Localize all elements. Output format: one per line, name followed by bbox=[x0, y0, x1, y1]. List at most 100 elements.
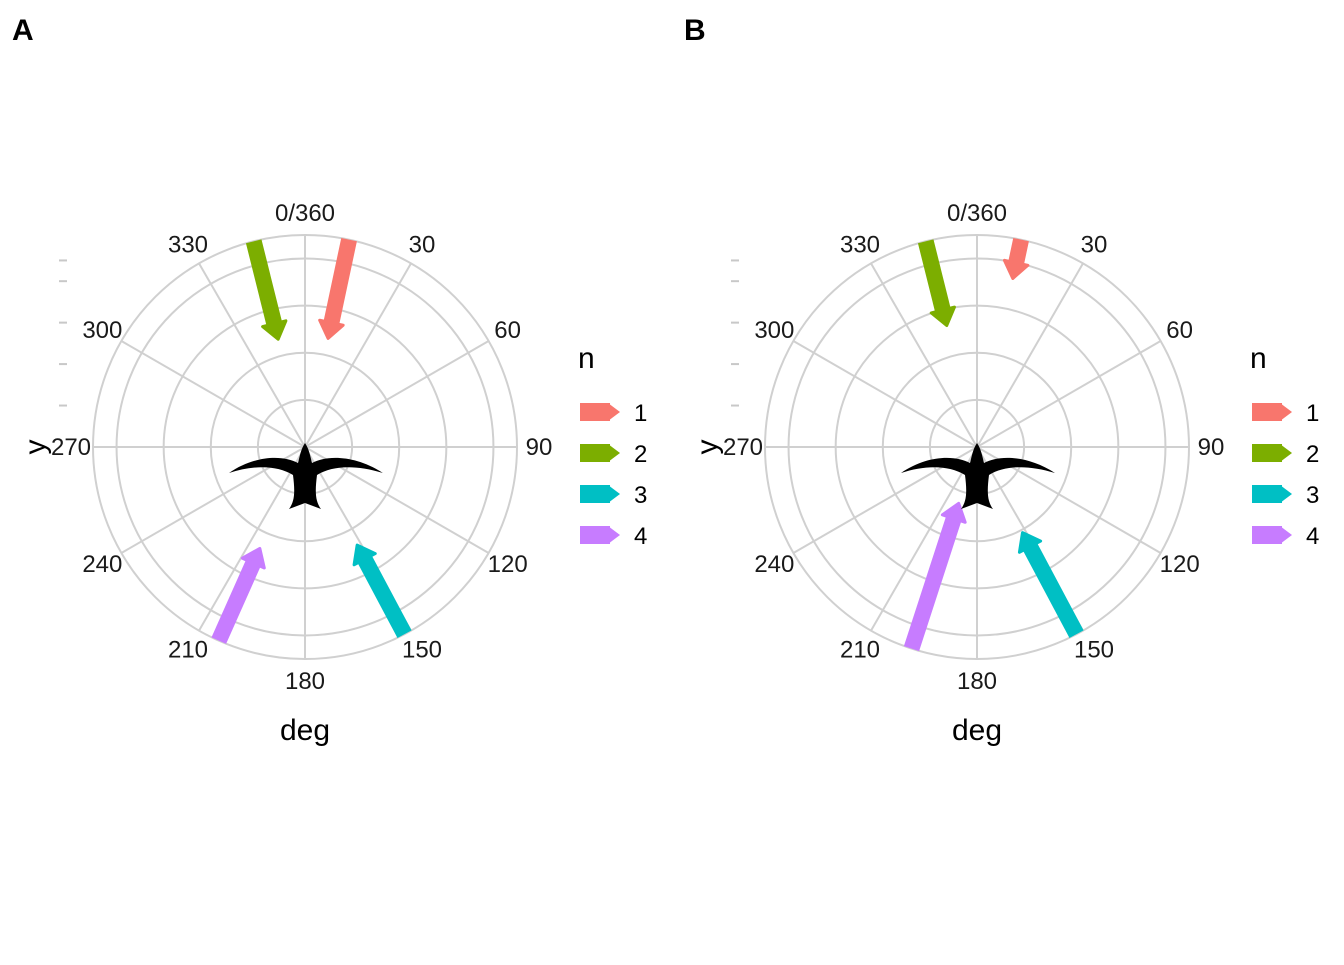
arrow-head bbox=[352, 543, 377, 567]
grid-spoke bbox=[976, 262, 1084, 448]
arrow-n4 bbox=[211, 546, 266, 644]
legend-label: 1 bbox=[634, 400, 647, 427]
legend-label: 2 bbox=[1306, 441, 1319, 468]
legend-arrowhead bbox=[608, 444, 620, 462]
angle-tick-label: 330 bbox=[168, 231, 208, 258]
arrow-marks bbox=[211, 237, 412, 644]
y-axis-ticks bbox=[731, 259, 739, 407]
legend: n 1 2 3 4 bbox=[1250, 342, 1319, 550]
y-axis-ticks bbox=[59, 259, 67, 407]
arrow-shaft bbox=[245, 239, 283, 330]
arrow-n3 bbox=[1017, 531, 1084, 638]
legend-swatch bbox=[580, 526, 610, 544]
legend-label: 4 bbox=[634, 523, 647, 550]
arrow-n1 bbox=[1002, 237, 1030, 280]
angle-tick-label: 30 bbox=[1081, 231, 1108, 258]
arrow-head bbox=[929, 305, 956, 328]
arrow-shaft bbox=[903, 512, 963, 652]
legend-arrowhead bbox=[1280, 526, 1292, 544]
angle-tick-label: 0/360 bbox=[275, 200, 335, 227]
arrow-shaft bbox=[322, 237, 357, 329]
angle-tick-label: 60 bbox=[1166, 317, 1193, 344]
grid-spoke bbox=[870, 446, 978, 632]
legend-label: 1 bbox=[1306, 400, 1319, 427]
panel-a: A 0/360 30 60 90 120 150 180 210 240 270 300 330 y deg… bbox=[12, 14, 647, 747]
legend-key-4 bbox=[580, 526, 620, 544]
arrow-n3 bbox=[352, 543, 412, 638]
bird-silhouette-icon bbox=[229, 443, 383, 509]
angle-tick-label: 210 bbox=[168, 637, 208, 664]
grid-spoke bbox=[870, 262, 978, 448]
bird-path bbox=[229, 443, 383, 509]
angle-tick-label: 120 bbox=[488, 551, 528, 578]
grid-spoke bbox=[198, 446, 306, 632]
y-axis-title: y bbox=[691, 440, 724, 455]
legend-swatch bbox=[1252, 485, 1282, 503]
grid-spoke bbox=[792, 340, 978, 448]
legend-arrowhead bbox=[1280, 403, 1292, 421]
panel-tag: B bbox=[684, 14, 706, 47]
legend-swatch bbox=[580, 485, 610, 503]
angle-tick-label: 300 bbox=[754, 317, 794, 344]
grid-spoke bbox=[120, 340, 306, 448]
grid-spoke bbox=[198, 262, 306, 448]
x-axis-title: deg bbox=[280, 714, 330, 747]
legend-swatch bbox=[1252, 526, 1282, 544]
legend-label: 4 bbox=[1306, 523, 1319, 550]
legend-key-2 bbox=[1252, 444, 1292, 462]
arrow-head bbox=[1017, 531, 1043, 554]
bird-silhouette-icon bbox=[901, 443, 1055, 509]
angle-tick-label: 300 bbox=[82, 317, 122, 344]
arrow-head bbox=[940, 501, 967, 524]
arrow-shaft bbox=[211, 556, 263, 644]
angle-tick-label: 30 bbox=[409, 231, 436, 258]
legend-label: 3 bbox=[634, 482, 647, 509]
legend-title: n bbox=[578, 342, 595, 375]
legend-key-2 bbox=[580, 444, 620, 462]
arrow-head bbox=[240, 546, 266, 570]
legend-key-1 bbox=[580, 403, 620, 421]
grid-spoke bbox=[304, 262, 412, 448]
legend-arrowhead bbox=[1280, 485, 1292, 503]
x-axis-title: deg bbox=[952, 714, 1002, 747]
angle-tick-label: 0/360 bbox=[947, 200, 1007, 227]
arrow-shaft bbox=[1021, 539, 1084, 638]
angle-tick-label: 270 bbox=[51, 434, 91, 461]
angle-tick-label: 150 bbox=[1074, 637, 1114, 664]
legend-title: n bbox=[1250, 342, 1267, 375]
legend-arrowhead bbox=[1280, 444, 1292, 462]
angle-tick-label: 120 bbox=[1160, 551, 1200, 578]
angle-labels: 0/360 30 60 90 120 150 180 210 240 270 300 330 bbox=[723, 200, 1224, 695]
legend-arrowhead bbox=[608, 485, 620, 503]
arrow-n2 bbox=[245, 239, 288, 341]
bird-path bbox=[901, 443, 1055, 509]
legend-swatch bbox=[1252, 403, 1282, 421]
legend-swatch bbox=[1252, 444, 1282, 462]
arrow-head bbox=[1002, 258, 1030, 280]
angle-tick-label: 60 bbox=[494, 317, 521, 344]
legend-label: 2 bbox=[634, 441, 647, 468]
arrow-n2 bbox=[917, 239, 956, 328]
angle-tick-label: 90 bbox=[1198, 434, 1225, 461]
angle-tick-label: 150 bbox=[402, 637, 442, 664]
arrow-head bbox=[261, 319, 288, 341]
legend-key-3 bbox=[580, 485, 620, 503]
panel-b: B 0/360 30 60 90 120 150 180 210 240 270 300 330 y deg… bbox=[684, 14, 1319, 747]
legend: n 1 2 3 4 bbox=[578, 342, 647, 550]
arrow-n4 bbox=[903, 501, 967, 652]
legend-key-3 bbox=[1252, 485, 1292, 503]
grid-spoke bbox=[304, 340, 490, 448]
grid-spoke bbox=[976, 340, 1162, 448]
arrow-shaft bbox=[917, 239, 952, 316]
angle-tick-label: 330 bbox=[840, 231, 880, 258]
legend-key-1 bbox=[1252, 403, 1292, 421]
angle-tick-label: 240 bbox=[82, 551, 122, 578]
angle-tick-label: 90 bbox=[526, 434, 553, 461]
angle-tick-label: 210 bbox=[840, 637, 880, 664]
angle-tick-label: 240 bbox=[754, 551, 794, 578]
y-axis-title: y bbox=[19, 440, 52, 455]
legend-key-4 bbox=[1252, 526, 1292, 544]
legend-arrowhead bbox=[608, 403, 620, 421]
